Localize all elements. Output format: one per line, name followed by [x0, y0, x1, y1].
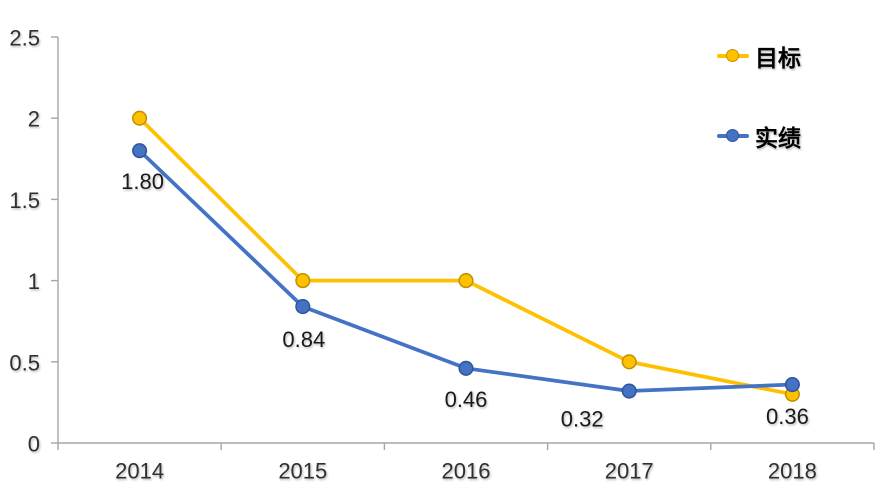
- data-point-1-3: [621, 383, 637, 399]
- x-tick-label: 2017: [605, 459, 654, 484]
- series-line-0: [137, 116, 795, 397]
- data-point-1-1: [295, 299, 311, 315]
- data-point-0-1: [295, 273, 311, 289]
- x-tick-label: 2016: [442, 459, 491, 484]
- series-line-1: [137, 148, 795, 393]
- data-label-4: 0.36: [766, 404, 809, 429]
- y-tick-label: 2: [28, 107, 40, 132]
- data-point-1-4: [784, 376, 800, 393]
- y-tick-label: 1.5: [9, 188, 40, 213]
- data-label-0: 1.80: [121, 169, 164, 194]
- data-label-2: 0.46: [445, 387, 488, 412]
- data-point-0-2: [458, 273, 474, 289]
- x-tick-label: 2018: [768, 459, 817, 484]
- y-tick-label: 0: [28, 432, 40, 457]
- y-tick-label: 2.5: [9, 26, 40, 51]
- x-tick-label: 2015: [278, 459, 327, 484]
- data-point-0-0: [132, 110, 148, 126]
- data-label-3: 0.32: [561, 407, 604, 432]
- data-point-0-3: [621, 354, 637, 370]
- data-point-1-2: [458, 360, 474, 376]
- y-tick-label: 0.5: [9, 350, 40, 375]
- data-point-1-0: [132, 143, 148, 159]
- x-tick-label: 2014: [115, 459, 164, 484]
- y-tick-label: 1: [28, 269, 40, 294]
- data-label-1: 0.84: [282, 327, 325, 352]
